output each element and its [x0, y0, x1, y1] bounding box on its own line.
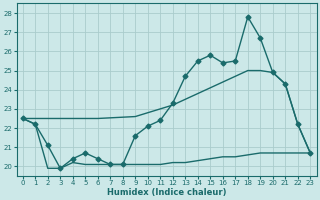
X-axis label: Humidex (Indice chaleur): Humidex (Indice chaleur): [107, 188, 226, 197]
